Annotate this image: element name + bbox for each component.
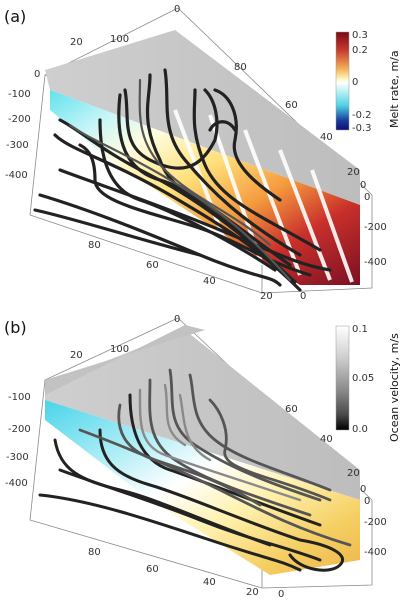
panel-a-right-tick-m200: -200 [364,222,387,233]
panel-b-upper-wall [45,325,205,395]
panel-a-right-tick-20: 20 [347,167,360,178]
panel-a-colorbar: 0.3 0.2 0 -0.2 -0.3 Melt rate, m/a [335,30,401,134]
panel-b-colorbar-tick-0.1: 0.1 [352,324,368,335]
panel-a-left-tick-0: 0 [34,69,40,80]
panel-a-trajectories-light [68,78,292,282]
panel-b-melt-surface [45,400,360,575]
panel-a-label: (a) [4,7,26,26]
panel-a-left-tick-m200: -200 [8,114,31,125]
panel-b-colorbar-title: Ocean velocity, m/s [388,333,401,442]
panel-a-left-tick-m100: -100 [8,89,31,100]
panel-a-colorbar-title: Melt rate, m/a [388,50,401,128]
panel-b-right-tick-0b: 0 [364,496,370,507]
panel-b-right-tick-m400: -400 [364,547,387,558]
panel-a-right-tick-60: 60 [285,100,298,111]
panel-b-right-tick-60: 60 [285,404,298,415]
panel-b-left-tick-m400: -400 [5,478,28,489]
panel-a-bottom-tick-80: 80 [88,240,101,251]
panel-b-trajectories-dark [38,393,344,572]
panel-a-colorbar-tick-m0.2: -0.2 [352,110,372,121]
panel-a-right-tick-0a: 0 [360,180,366,191]
panel-a-bottom-tick-40: 40 [203,276,216,287]
panel-b-top-tick-20: 20 [70,350,83,361]
panel-b-right-tick-40: 40 [320,434,333,445]
panel-b-colorbar: 0.1 0.05 0.0 Ocean velocity, m/s [335,324,401,442]
panel-b-bottom-tick-20: 20 [246,587,259,598]
panel-a-colorbar-tick-m0.3: -0.3 [352,123,372,134]
panel-b-label: (b) [4,318,27,337]
panel-b-top-wall [45,330,360,500]
panel-a-left-tick-m400: -400 [5,170,28,181]
panel-b-trajectories-light [138,383,302,502]
panel-b-trajectories-mid [78,368,352,547]
panel-b-left-tick-m300: -300 [6,452,29,463]
panel-a-colorbar-tick-0.3: 0.3 [352,30,368,41]
panel-a-right-tick-m400: -400 [364,257,387,268]
panel-a-colorbar-tick-0: 0 [352,77,358,88]
panel-a-bottom-tick-60: 60 [146,260,159,271]
panel-b-left-tick-m100: -100 [8,392,31,403]
panel-a-right-tick-80: 80 [234,62,247,73]
panel-a-bottom-tick-0: 0 [300,291,306,302]
panel-b-top-tick-100: 100 [110,344,129,355]
panel-b-bottom-tick-0: 0 [278,589,284,600]
panel-b-left-tick-m200: -200 [8,424,31,435]
panel-b-right-tick-20: 20 [347,468,360,479]
panel-a-left-tick-m300: -300 [6,140,29,151]
panel-a-bottom-tick-20: 20 [260,291,273,302]
panel-b-bottom-tick-40: 40 [203,577,216,588]
panel-b-top-tick-0: 0 [174,314,180,325]
panel-b-bottom-tick-60: 60 [146,564,159,575]
panel-a-top-tick-20: 20 [70,37,83,48]
panel-a: 0 100 20 80 60 40 20 0 0 -200 -400 0 -10… [4,4,401,302]
panel-b-colorbar-tick-0.0: 0.0 [352,424,368,435]
panel-a-top-tick-0: 0 [174,4,180,15]
panel-a-right-tick-40: 40 [320,132,333,143]
panel-a-top-wall [45,30,360,205]
panel-b-right-tick-0a: 0 [360,484,366,495]
panel-a-right-tick-0b: 0 [364,192,370,203]
panel-b-bottom-tick-80: 80 [88,547,101,558]
panel-a-top-tick-100: 100 [110,34,129,45]
panel-a-colorbar-tick-0.2: 0.2 [352,45,368,56]
panel-b-colorbar-tick-0.05: 0.05 [352,373,374,384]
panel-b: 0 100 20 60 40 20 0 0 -200 -400 -100 -20… [4,314,401,600]
panel-b-right-tick-m200: -200 [364,517,387,528]
